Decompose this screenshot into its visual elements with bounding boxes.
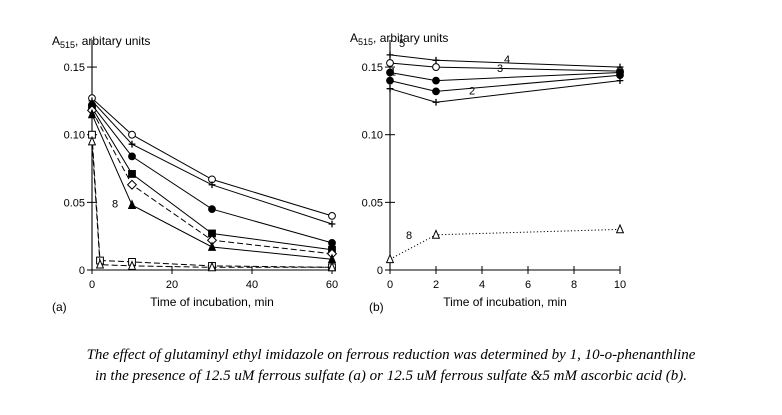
data-point [327,261,337,272]
x-tick-label: 6 [525,279,531,291]
data-point [386,59,394,67]
figure-caption: The effect of glutaminyl ethyl imidazole… [0,345,782,387]
data-point [432,76,440,85]
series-label: 8 [112,199,118,211]
data-point [95,258,105,269]
series-label: 5 [0,0,6,3]
series-line [91,107,333,251]
data-point [128,140,136,148]
data-point [386,85,394,93]
series-label: 4 [504,54,510,66]
series-6: 6 [0,0,338,259]
x-axis-label: Time of incubation, min [150,295,274,309]
panel-b: A515, arbitary units 0 0.05 0.10 0.15 0 2 4 6 8 10… [350,31,626,314]
series-3: 3 [386,63,624,96]
series-label: 5 [399,38,405,50]
series-label: 1 [390,66,396,78]
panel-label: (b) [369,300,384,314]
x-tick-label: 40 [246,279,258,291]
y-tick-label: 0 [377,265,383,277]
data-point [616,77,624,84]
series-line [91,100,333,225]
data-point [328,211,336,220]
data-point [432,87,440,96]
series-line [91,97,333,217]
series-2: 2 [386,77,624,106]
series-label: 2 [469,86,475,98]
data-point [208,205,216,214]
data-point [385,253,395,264]
series-3: 3 [0,0,336,247]
series-line [389,72,621,82]
y-tick-label: 0.10 [64,130,85,142]
data-point [207,261,217,272]
series-8: 8 [385,223,625,264]
data-point [128,170,136,178]
series-label: 8 [406,230,412,242]
caption-line-1: The effect of glutaminyl ethyl imidazole… [86,347,696,363]
series-line [389,228,621,260]
series-5: 5 [0,0,337,264]
data-point [87,108,97,119]
data-point [127,260,137,270]
data-point [126,179,138,190]
series-line [91,114,333,260]
y-axis-label: A515, arbitary units [52,34,150,50]
caption-line-2: in the presence of 12.5 uM ferrous sulfa… [94,368,687,384]
x-tick-label: 0 [387,279,393,291]
data-point [615,223,625,234]
x-tick-label: 8 [571,279,577,291]
series-4: 4 [0,0,336,254]
y-tick-label: 0.05 [362,197,383,209]
x-tick-label: 20 [166,279,178,291]
x-tick-label: 10 [614,279,626,291]
panel-a: A515, arbitary units 0 0.05 0.10 0.15 0 20 40 60… [0,0,338,314]
data-point [128,152,136,161]
series-1: 1 [0,0,336,220]
x-tick-label: 2 [433,279,439,291]
x-tick-label: 0 [89,279,95,291]
data-point [432,56,440,64]
y-tick-label: 0.10 [362,130,383,142]
series-label: 3 [497,63,503,75]
data-point [87,135,97,146]
x-tick-label: 4 [479,279,485,291]
series-2: 2 [0,0,336,228]
y-tick-label: 0.15 [64,62,85,74]
data-point [328,239,336,247]
y-tick-label: 0.05 [64,197,85,209]
series-label: 4 [0,0,6,3]
data-point [127,199,137,209]
y-axis-label: A515, arbitary units [350,31,448,47]
y-tick-label: 0.15 [362,62,383,74]
data-point [128,130,136,139]
data-point [386,68,394,77]
series-label: 1 [0,0,6,3]
series-4: 4 [386,54,624,76]
data-point [208,181,216,189]
data-point [328,220,336,228]
x-tick-label: 60 [326,279,338,291]
series-label: 7 [0,0,6,3]
series-label: 2 [0,0,6,3]
series-label: 3 [0,0,6,3]
data-point [386,51,394,59]
x-axis-label: Time of incubation, min [443,295,567,309]
data-point [386,76,394,85]
panel-label: (a) [52,300,67,314]
series-8: 8 [87,135,337,272]
data-point [431,229,441,239]
series-line [389,80,621,103]
y-tick-label: 0 [79,265,85,277]
data-point [207,241,217,251]
data-point [432,98,440,106]
data-point [432,63,440,71]
series-label: 6 [0,0,6,3]
series-line [91,104,333,244]
